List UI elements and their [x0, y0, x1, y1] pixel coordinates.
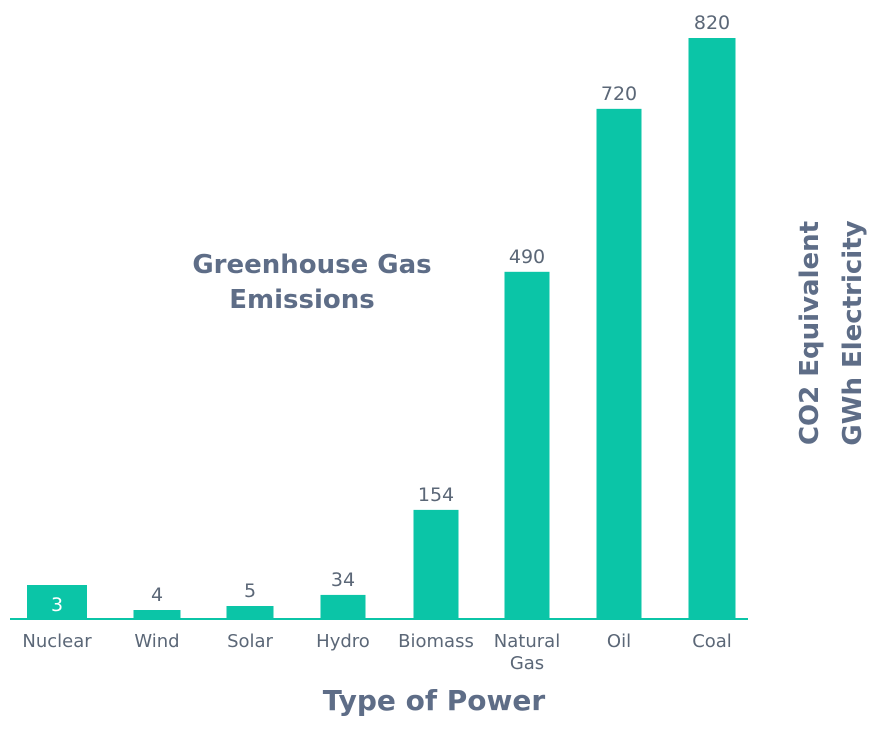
value-label-hydro: 34: [331, 569, 355, 591]
value-label-solar: 5: [244, 580, 256, 602]
value-label-biomass: 154: [418, 484, 454, 506]
bar-nuclear: [27, 585, 87, 619]
value-label-coal: 820: [694, 12, 730, 34]
bar-biomass: [413, 509, 459, 619]
category-label-coal: Coal: [692, 631, 732, 652]
value-label-wind: 4: [151, 584, 163, 606]
category-label-hydro: Hydro: [316, 631, 370, 652]
category-label-oil: Oil: [607, 631, 631, 652]
chart-title-line-1: Greenhouse Gas: [192, 250, 431, 280]
value-label-nuclear: 3: [51, 594, 63, 616]
category-label-nuclear: Nuclear: [22, 631, 92, 652]
bars-group: [27, 38, 736, 619]
bar-natural-gas: [504, 271, 550, 619]
category-label-biomass: Biomass: [398, 631, 474, 652]
bar-solar: [226, 606, 274, 619]
category-label-wind: Wind: [134, 631, 179, 652]
value-label-oil: 720: [601, 83, 637, 105]
y-axis-title-line-1: CO2 Equivalent: [795, 221, 825, 445]
chart-title-line-2: Emissions: [229, 285, 374, 315]
bar-oil: [596, 108, 642, 619]
category-label-natural-gas-line-1: Natural: [494, 631, 560, 652]
value-label-natural-gas: 490: [509, 246, 545, 268]
y-axis-title-line-2: GWh Electricity: [838, 220, 868, 445]
bar-coal: [688, 38, 736, 619]
bar-hydro: [320, 594, 366, 619]
bar-wind: [133, 610, 181, 619]
category-label-natural-gas-line-2: Gas: [510, 653, 544, 674]
category-label-solar: Solar: [227, 631, 273, 652]
x-axis-title: Type of Power: [323, 684, 546, 717]
